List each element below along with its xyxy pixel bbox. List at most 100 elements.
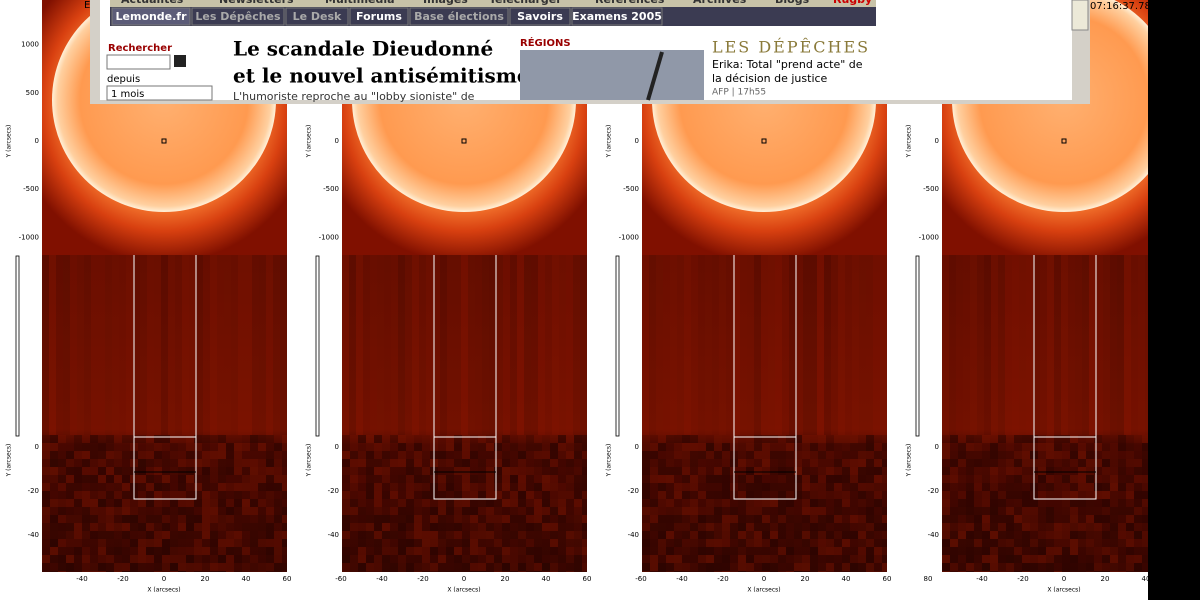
nav-tab-label[interactable]: Le Desk [293, 10, 342, 23]
heat-cell [58, 555, 66, 563]
nav-tab-label[interactable]: Lemonde.fr [115, 10, 187, 23]
nav-tab-label[interactable]: Base élections [414, 10, 504, 23]
search-button[interactable] [174, 55, 186, 67]
heat-cell [414, 531, 422, 539]
heat-cell [454, 547, 462, 555]
heat-cell [1038, 555, 1046, 563]
heat-cell [210, 523, 218, 531]
heat-cell [566, 467, 574, 475]
heat-cell [282, 523, 287, 531]
heat-cell [642, 491, 650, 499]
heat-cell [850, 531, 858, 539]
heat-cell [550, 491, 558, 499]
heat-cell [858, 571, 866, 572]
heat-cell [430, 563, 438, 571]
select-box[interactable] [106, 85, 213, 101]
heat-cell [1046, 459, 1054, 467]
heat-cell [430, 555, 438, 563]
heat-cell [82, 483, 90, 491]
depeches-item[interactable]: Erika: Total "prend acte" de [712, 58, 863, 71]
heat-cell [266, 475, 274, 483]
heat-cell [874, 507, 882, 515]
heat-cell [958, 491, 966, 499]
heat-cell [1046, 555, 1054, 563]
nav-tab-label[interactable]: Les Dépêches [195, 10, 281, 23]
y-tick-label: 0 [35, 443, 39, 451]
heat-cell [210, 531, 218, 539]
nav-tab-label[interactable]: Examens 2005 [572, 10, 662, 23]
heat-cell [770, 451, 778, 459]
heat-cell [582, 459, 587, 467]
heat-cell [858, 523, 866, 531]
heat-cell [350, 451, 358, 459]
heat-cell [470, 443, 478, 451]
heat-cell [882, 539, 887, 547]
heat-stripe [712, 255, 719, 435]
heat-cell [1094, 483, 1102, 491]
heat-stripe [1012, 255, 1019, 435]
heat-cell [114, 547, 122, 555]
heat-cell [582, 451, 587, 459]
right-band [1148, 0, 1200, 600]
heat-cell [958, 539, 966, 547]
heat-cell [170, 571, 178, 572]
heat-cell [722, 563, 730, 571]
heat-cell [722, 435, 730, 443]
heat-cell [558, 563, 566, 571]
nav-tab[interactable] [285, 7, 349, 26]
heat-cell [1118, 563, 1126, 571]
heat-cell [642, 483, 650, 491]
heat-stripe [684, 255, 691, 435]
heat-cell [834, 499, 842, 507]
heat-cell [950, 507, 958, 515]
heat-cell [350, 571, 358, 572]
nav-tab[interactable] [409, 7, 509, 26]
heat-cell [866, 483, 874, 491]
heat-cell [1038, 467, 1046, 475]
heat-cell [374, 483, 382, 491]
heat-cell [794, 555, 802, 563]
heat-cell [366, 539, 374, 547]
heat-cell [858, 459, 866, 467]
heat-cell [50, 475, 58, 483]
nav-tab-label[interactable]: Forums [356, 10, 402, 23]
nav-tab[interactable] [349, 7, 409, 26]
nav-tab-label[interactable]: Savoirs [517, 10, 563, 23]
heat-cell [526, 475, 534, 483]
nav-tab[interactable] [509, 7, 571, 26]
heat-cell [1102, 555, 1110, 563]
heat-cell [226, 563, 234, 571]
heat-cell [462, 523, 470, 531]
heat-cell [358, 451, 366, 459]
heat-cell [1142, 483, 1150, 491]
heat-cell [366, 467, 374, 475]
heat-cell [374, 563, 382, 571]
heat-cell [650, 459, 658, 467]
nav-tab[interactable] [191, 7, 285, 26]
heat-cell [462, 467, 470, 475]
heat-cell [122, 451, 130, 459]
heat-cell [754, 555, 762, 563]
x-tick-label: -20 [117, 575, 128, 583]
heat-cell [706, 539, 714, 547]
heat-cell [730, 531, 738, 539]
heat-cell [566, 547, 574, 555]
x-tick-label: 0 [162, 575, 166, 583]
heat-cell [674, 475, 682, 483]
heat-cell [242, 539, 250, 547]
heat-cell [778, 499, 786, 507]
heat-cell [398, 491, 406, 499]
nav-tab[interactable] [571, 7, 663, 26]
heat-cell [874, 499, 882, 507]
heat-cell [342, 539, 350, 547]
heat-cell [550, 563, 558, 571]
nav-tab[interactable] [111, 7, 191, 26]
heat-cell [114, 515, 122, 523]
heat-cell [778, 451, 786, 459]
heat-stripe [182, 255, 189, 435]
headline[interactable]: Le scandale Dieudonné [233, 37, 493, 61]
heat-cell [542, 563, 550, 571]
roi-box [1033, 255, 1097, 500]
search-input[interactable] [106, 54, 171, 70]
heat-cell [218, 515, 226, 523]
